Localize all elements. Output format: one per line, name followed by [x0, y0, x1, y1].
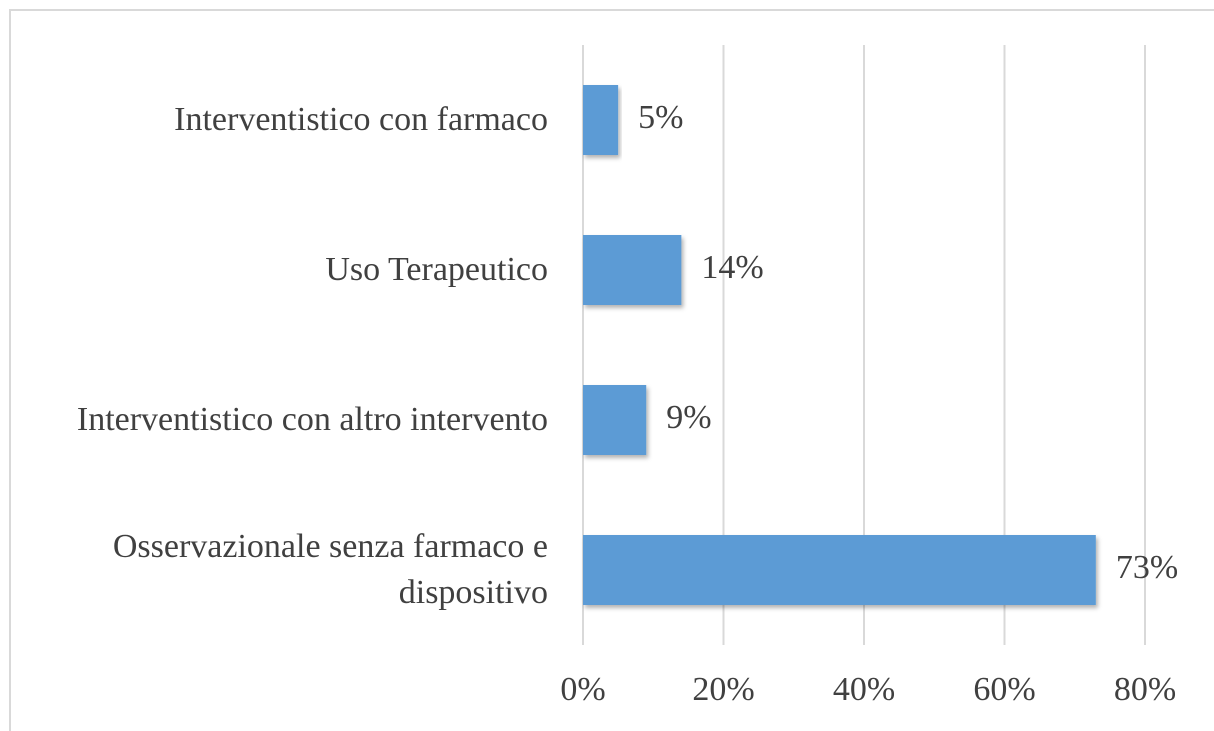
x-tick-label: 0%	[560, 671, 605, 708]
y-tick-label: Osservazionale senza farmaco e dispositi…	[112, 528, 548, 611]
value-label: 5%	[638, 99, 683, 136]
x-tick-label: 40%	[833, 671, 895, 708]
y-tick-label: Uso Terapeutico	[325, 251, 548, 289]
y-tick-label: Interventistico con farmaco	[174, 101, 548, 139]
x-tick-label: 60%	[973, 671, 1035, 708]
y-tick-label: Interventistico con altro intervento	[76, 401, 548, 439]
bar	[583, 85, 619, 155]
x-tick-label: 80%	[1114, 671, 1176, 708]
bar	[583, 385, 647, 455]
chart-border	[9, 9, 1214, 731]
value-label: 9%	[666, 399, 711, 436]
bar	[583, 535, 1096, 605]
value-label: 73%	[1116, 549, 1178, 586]
bar	[583, 235, 682, 305]
x-tick-label: 20%	[692, 671, 754, 708]
value-label: 14%	[701, 249, 763, 286]
